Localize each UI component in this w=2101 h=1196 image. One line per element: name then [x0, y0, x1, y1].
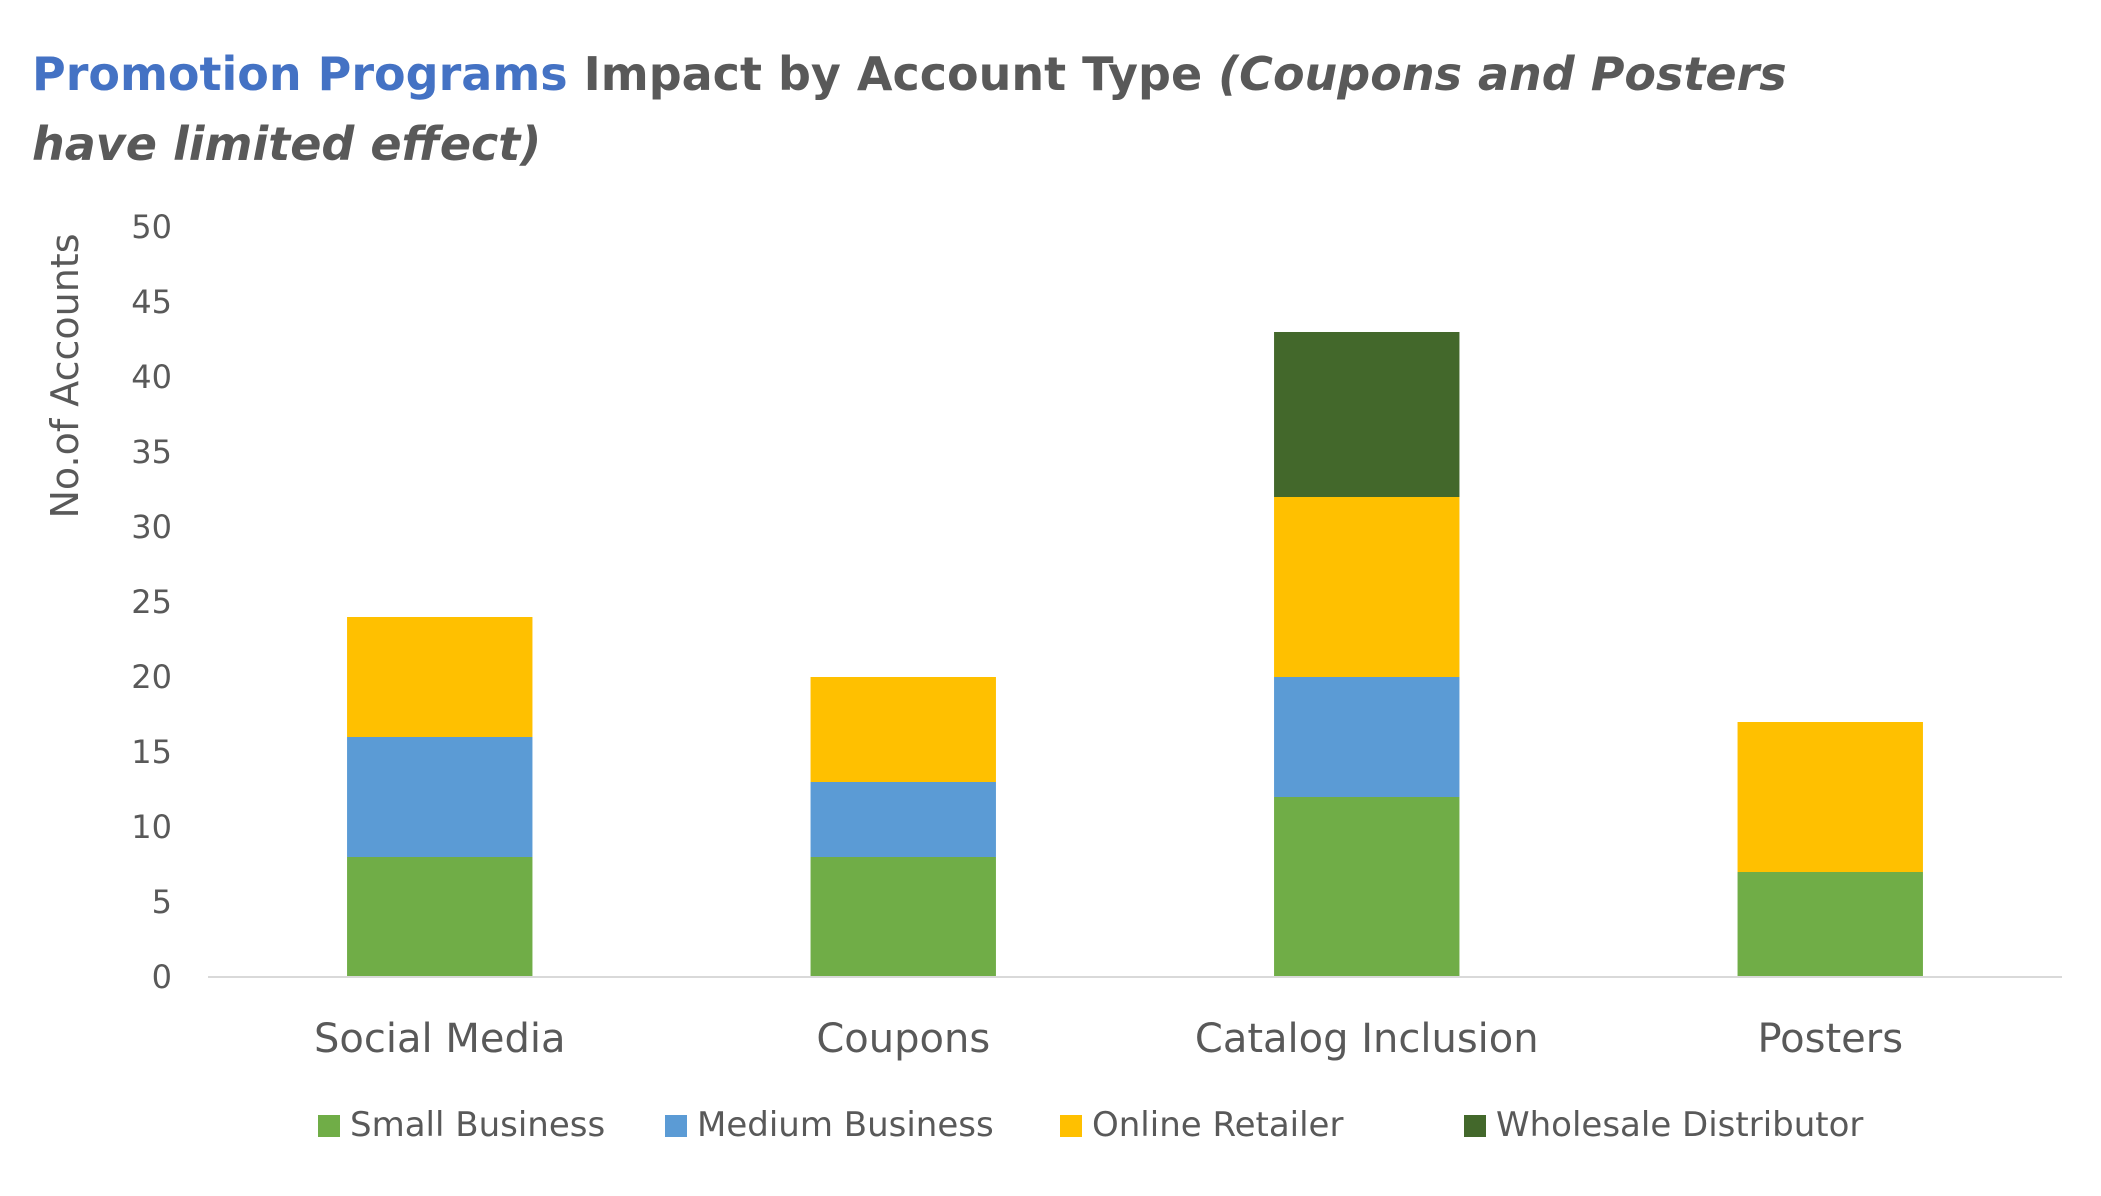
bar-segment — [347, 857, 533, 977]
bar-segment — [1274, 497, 1460, 677]
plot-bars — [347, 332, 1923, 977]
bar-segment — [1274, 677, 1460, 797]
title-line-2: have limited effect) — [32, 117, 541, 171]
y-axis-ticks: 0 5 10 15 20 25 30 35 40 45 50 — [131, 208, 172, 996]
y-tick-label: 50 — [131, 208, 172, 246]
legend-label: Wholesale Distributor — [1496, 1105, 1863, 1145]
x-axis-ticks: Social Media Coupons Catalog Inclusion Post… — [314, 1016, 1903, 1062]
legend-label: Small Business — [350, 1105, 605, 1145]
title-line-1: Promotion Programs Impact by Account Typ… — [32, 47, 1787, 101]
y-axis-title: No.of Accounts — [43, 233, 87, 518]
y-tick-label: 20 — [131, 658, 172, 696]
title-italic-1: (Coupons and Posters — [1218, 47, 1787, 101]
chart-title: Promotion Programs Impact by Account Typ… — [32, 47, 1787, 171]
x-tick-label: Catalog Inclusion — [1195, 1016, 1539, 1062]
y-tick-label: 25 — [131, 583, 172, 621]
x-tick-label: Coupons — [816, 1016, 990, 1062]
legend-swatch — [1060, 1115, 1082, 1137]
legend-label: Online Retailer — [1092, 1105, 1343, 1145]
bar-segment — [347, 737, 533, 857]
bar-segment — [1274, 797, 1460, 977]
bar-segment — [810, 857, 996, 977]
legend-swatch — [1464, 1115, 1486, 1137]
y-tick-label: 10 — [131, 808, 172, 846]
legend-swatch — [665, 1115, 687, 1137]
legend-swatch — [318, 1115, 340, 1137]
y-tick-label: 0 — [152, 958, 172, 996]
y-tick-label: 15 — [131, 733, 172, 771]
bar-segment — [1737, 722, 1923, 872]
bar-segment — [810, 677, 996, 782]
legend: Small Business Medium Business Online Reta… — [318, 1105, 1863, 1145]
y-tick-label: 30 — [131, 508, 172, 546]
x-tick-label: Social Media — [314, 1016, 565, 1062]
y-tick-label: 45 — [131, 283, 172, 321]
bar-segment — [1274, 332, 1460, 497]
legend-label: Medium Business — [697, 1105, 994, 1145]
y-tick-label: 40 — [131, 358, 172, 396]
y-tick-label: 35 — [131, 433, 172, 471]
y-tick-label: 5 — [152, 883, 172, 921]
title-main: Impact by Account Type — [568, 47, 1219, 101]
bar-segment — [347, 617, 533, 737]
bar-segment — [810, 782, 996, 857]
x-tick-label: Posters — [1757, 1016, 1903, 1062]
title-highlight: Promotion Programs — [32, 47, 568, 101]
bar-segment — [1737, 872, 1923, 977]
